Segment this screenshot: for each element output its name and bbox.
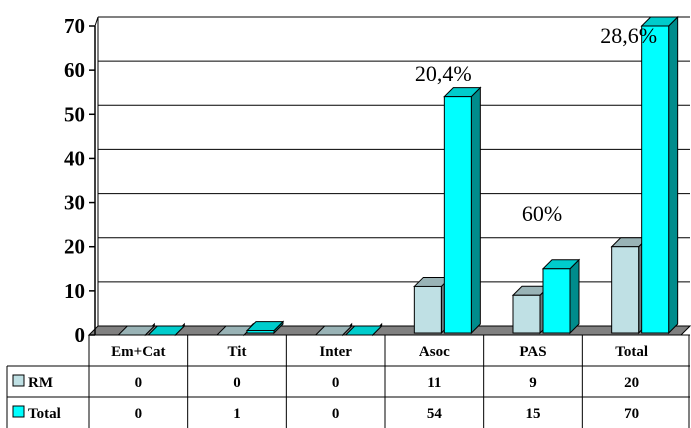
bar-total-tit [245, 320, 285, 335]
bar-rm-inter [314, 322, 353, 337]
table-value: 0 [332, 375, 340, 391]
bar-total-pas [541, 258, 581, 335]
table-category-label: Tit [228, 344, 247, 360]
legend-key [12, 405, 25, 418]
table-value: 15 [526, 406, 541, 422]
bar-total-asoc [443, 86, 482, 335]
y-tick-label: 30 [64, 191, 85, 215]
bar-total-em-cat [147, 322, 186, 337]
legend-key [12, 374, 25, 387]
bars [117, 15, 679, 337]
table-value: 54 [427, 406, 443, 422]
table-value: 0 [135, 375, 143, 391]
y-tick-label: 60 [64, 58, 85, 82]
legend-label: RM [28, 375, 53, 391]
table-category-label: Asoc [419, 344, 450, 360]
table-category-label: PAS [519, 344, 546, 360]
table-value: 0 [332, 406, 340, 422]
y-tick-label: 20 [64, 235, 85, 259]
annotation-label: 60% [522, 201, 562, 226]
annotation-label: 28,6% [600, 23, 657, 48]
legend-label: Total [28, 406, 61, 422]
table-value: 20 [624, 375, 639, 391]
table-category-label: Inter [319, 344, 352, 360]
table-value: 0 [135, 406, 143, 422]
y-tick-label: 10 [64, 279, 85, 303]
annotations: 20,4% 60% 28,6% [415, 23, 657, 226]
y-axis: 0 10 20 30 40 50 60 70 [64, 14, 99, 347]
table-value: 1 [233, 406, 241, 422]
bar-total-total [640, 15, 679, 335]
table-value: 11 [427, 375, 441, 391]
data-table: Em+Cat Tit Inter Asoc PAS Total RM 0 0 0 11 9 20 Tota… [6, 334, 690, 428]
bar-rm-total [610, 236, 649, 335]
y-tick-label: 0 [75, 323, 86, 347]
bar-rm-em-cat [117, 322, 156, 337]
table-value: 0 [233, 375, 241, 391]
y-tick-label: 40 [64, 146, 85, 170]
gridlines [98, 16, 690, 283]
annotation-label: 20,4% [415, 61, 472, 86]
table-value: 70 [624, 406, 639, 422]
table-category-label: Em+Cat [111, 344, 165, 360]
table-value: 9 [529, 375, 537, 391]
table-category-label: Total [615, 344, 648, 360]
y-tick-label: 50 [64, 102, 85, 126]
y-tick-label: 70 [64, 14, 85, 38]
